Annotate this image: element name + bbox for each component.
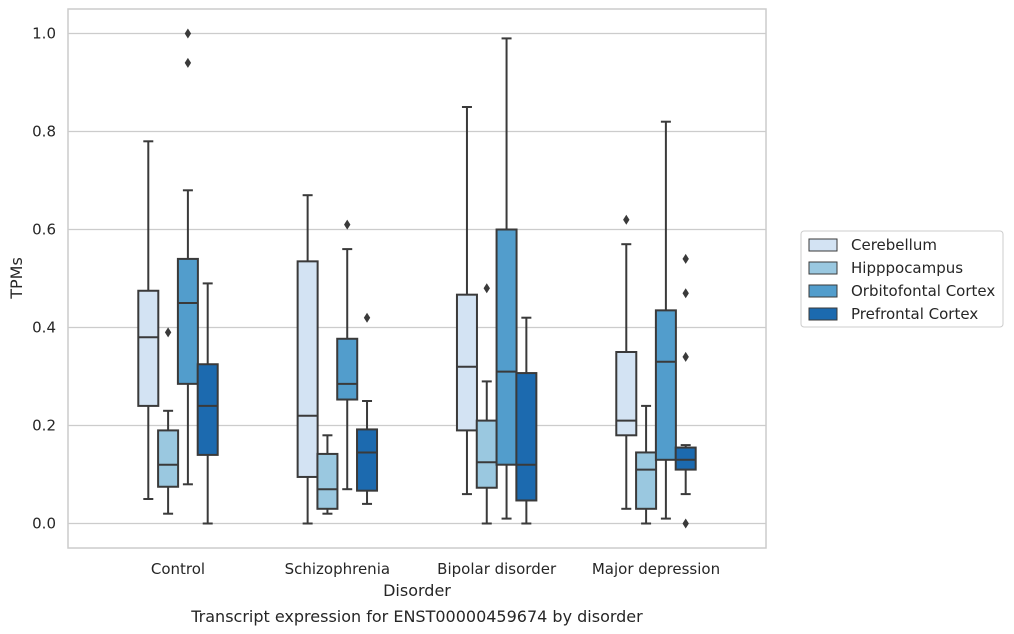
- y-tick-labels: 0.0 0.2 0.4 0.6 0.8 1.0: [32, 25, 56, 533]
- y-tick-label: 0.4: [32, 319, 56, 337]
- y-tick-label: 1.0: [32, 25, 56, 43]
- box-2-0: [176, 28, 199, 486]
- outlier-point: [184, 28, 192, 39]
- outlier-point: [682, 518, 689, 529]
- outlier-point: [483, 283, 490, 294]
- x-tick-label: Control: [151, 560, 205, 578]
- box-3-0: [196, 282, 219, 525]
- legend-swatch: [808, 261, 838, 275]
- outlier-point: [363, 312, 371, 323]
- box-0-0: [137, 140, 160, 500]
- legend-swatch: [808, 307, 838, 321]
- box-2-3: [654, 120, 677, 520]
- outlier-point: [164, 327, 172, 338]
- box-body: [336, 337, 359, 401]
- box-body: [356, 428, 379, 492]
- outlier-point: [682, 253, 689, 264]
- box-1-1: [316, 434, 339, 515]
- box-body: [674, 446, 697, 471]
- box-body: [316, 452, 339, 510]
- outlier-point: [184, 57, 192, 68]
- box-3-1: [356, 312, 379, 505]
- box-0-1: [296, 194, 319, 525]
- box-body: [635, 451, 658, 510]
- box-body: [475, 419, 498, 489]
- legend-frame: [800, 230, 1004, 328]
- x-tick-label: Schizophrenia: [285, 560, 390, 578]
- y-tick-label: 0.6: [32, 221, 56, 239]
- y-axis-title: TPMs: [7, 257, 26, 300]
- legend-label: Prefrontal Cortex: [851, 305, 978, 323]
- legend: Cerebellum Hipppocampus Orbitofontal Corte…: [800, 230, 1004, 328]
- box-body: [157, 429, 180, 488]
- box-body: [654, 309, 677, 461]
- legend-swatch: [808, 238, 838, 252]
- plot-frame: [67, 8, 767, 549]
- y-tick-label: 0.8: [32, 123, 56, 141]
- box-body: [615, 351, 638, 437]
- box-0-3: [615, 214, 638, 510]
- legend-label: Hipppocampus: [851, 259, 963, 277]
- legend-label: Orbitofontal Cortex: [851, 282, 995, 300]
- box-body: [137, 289, 160, 407]
- outlier-point: [682, 288, 689, 299]
- y-tick-label: 0.0: [32, 515, 56, 533]
- box-1-3: [635, 404, 658, 525]
- box-2-1: [336, 219, 359, 491]
- box-body: [296, 260, 319, 478]
- box-0-2: [455, 106, 478, 496]
- box-3-2: [515, 316, 538, 525]
- box-1-0: [157, 327, 180, 515]
- legend-label: Cerebellum: [851, 236, 937, 254]
- box-1-2: [475, 283, 498, 525]
- box-3-3: [674, 253, 697, 529]
- box-body: [495, 228, 518, 466]
- outlier-point: [344, 219, 351, 230]
- box-body: [196, 363, 219, 456]
- x-tick-label: Bipolar disorder: [437, 560, 557, 578]
- box-body: [455, 293, 478, 432]
- x-tick-label: Major depression: [592, 560, 720, 578]
- chart-caption: Transcript expression for ENST0000045967…: [190, 607, 643, 626]
- legend-swatch: [808, 284, 838, 298]
- box-body: [176, 257, 199, 385]
- x-axis-title: Disorder: [383, 581, 451, 600]
- box-2-2: [495, 37, 518, 520]
- y-tick-label: 0.2: [32, 417, 56, 435]
- outlier-point: [623, 214, 630, 225]
- outlier-point: [682, 351, 689, 362]
- box-body: [515, 372, 538, 502]
- box-series: [137, 28, 697, 529]
- x-tick-labels: Control Schizophrenia Bipolar disorder Majo…: [151, 560, 720, 578]
